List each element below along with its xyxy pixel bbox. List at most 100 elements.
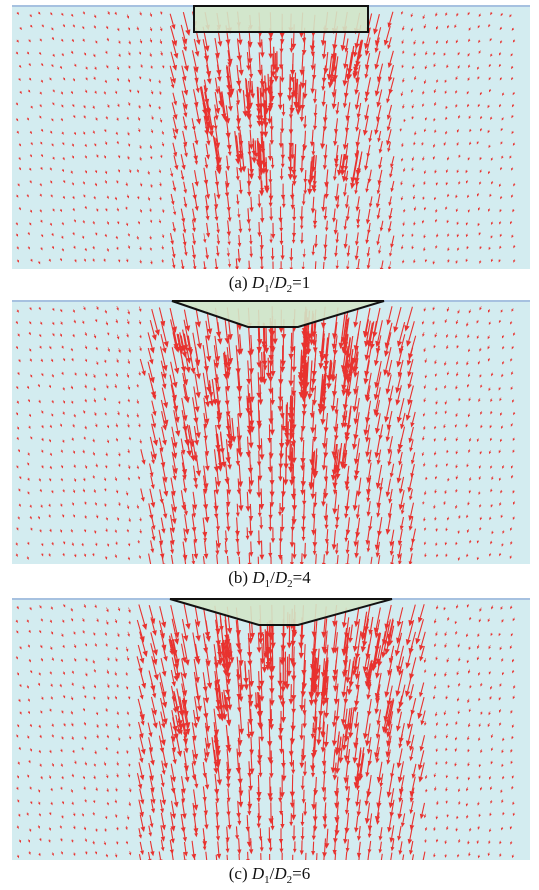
flow-vector: [366, 156, 368, 166]
flow-vector: [313, 479, 314, 494]
flow-vector-head: [104, 478, 106, 481]
flow-vector-head: [173, 135, 177, 139]
flow-vector: [480, 348, 481, 349]
flow-vector-head: [217, 41, 222, 47]
flow-vector: [511, 606, 512, 607]
flow-vector-head: [62, 515, 64, 518]
flow-vector: [370, 130, 372, 138]
flow-vector-head: [141, 683, 146, 689]
flow-vector-head: [30, 25, 32, 28]
flow-vector-head: [423, 236, 425, 239]
flow-vector: [392, 464, 394, 474]
flow-vector-head: [466, 234, 468, 237]
flow-vector-head: [403, 223, 405, 226]
flow-vector: [315, 89, 316, 99]
flow-vector-head: [85, 249, 87, 252]
flow-vector-head: [446, 451, 448, 454]
flow-vector: [370, 516, 372, 526]
flow-vector: [359, 478, 361, 492]
flow-vector: [315, 116, 316, 126]
flow-vector-head: [435, 477, 437, 480]
flow-vector-head: [408, 384, 412, 390]
flow-vector-head: [259, 454, 264, 460]
flow-vector-head: [125, 207, 127, 210]
flow-vector: [377, 437, 380, 453]
flow-vector-head: [128, 350, 130, 353]
flow-vector-head: [162, 425, 167, 431]
flow-vector-head: [434, 103, 436, 106]
vector-field-plot-a: [12, 5, 530, 269]
flow-vector-head: [422, 334, 425, 337]
flow-vector-head: [415, 638, 420, 645]
flow-vector: [174, 155, 176, 165]
flow-vector-head: [435, 388, 437, 391]
flow-vector-head: [19, 91, 21, 94]
flow-vector: [445, 142, 446, 143]
flow-vector-head: [310, 388, 315, 394]
flow-vector-head: [184, 252, 188, 256]
flow-vector-head: [149, 54, 151, 57]
flow-vector-head: [444, 674, 447, 677]
flow-vector-head: [116, 247, 118, 250]
flow-vector: [193, 143, 195, 156]
flow-vector-head: [366, 694, 371, 700]
flow-vector-head: [402, 106, 404, 109]
flow-vector-head: [302, 537, 306, 541]
flow-vector-head: [153, 723, 158, 729]
flow-vector: [172, 247, 173, 254]
flow-vector-head: [301, 426, 306, 432]
flow-vector: [183, 478, 185, 488]
flow-vector-head: [334, 409, 338, 414]
flow-vector-head: [128, 466, 130, 469]
flow-vector-head: [271, 234, 275, 239]
flow-vector-head: [510, 528, 512, 531]
flow-vector-head: [95, 644, 97, 647]
flow-vector-head: [325, 227, 329, 231]
flow-vector-head: [227, 253, 230, 257]
flow-vector-head: [227, 465, 232, 470]
flow-vector-head: [95, 503, 97, 506]
flow-vector: [380, 170, 382, 181]
flow-vector: [401, 490, 404, 504]
flow-vector-head: [107, 544, 109, 547]
flow-vector: [379, 90, 382, 103]
flow-vector: [94, 374, 95, 376]
flow-vector: [402, 92, 403, 94]
flow-vector: [389, 105, 392, 115]
flow-vector: [161, 27, 162, 29]
flow-vector: [366, 105, 368, 116]
flow-vector: [478, 320, 479, 321]
flow-vector-head: [477, 541, 479, 544]
flow-vector-head: [479, 528, 481, 531]
flow-vector-head: [236, 201, 240, 205]
flow-vector-head: [162, 210, 164, 213]
flow-vector-head: [375, 412, 380, 418]
flow-vector-head: [74, 555, 76, 558]
flow-vector: [402, 413, 405, 425]
flow-vector: [106, 620, 107, 622]
flow-vector: [225, 541, 226, 550]
flow-vector-head: [159, 170, 161, 173]
flow-vector: [115, 672, 116, 674]
flow-vector-head: [183, 229, 187, 233]
flow-vector-head: [73, 415, 75, 418]
flow-vector: [52, 37, 53, 38]
flow-vector-head: [409, 561, 413, 564]
flow-vector: [480, 619, 481, 620]
flow-vector: [171, 194, 173, 201]
flow-vector: [260, 384, 261, 399]
flow-vector-head: [434, 197, 436, 200]
caption-b: (b) D1/D2=4: [0, 568, 539, 594]
flow-vector-head: [458, 645, 460, 648]
flow-vector-head: [408, 695, 412, 700]
flow-vector: [217, 246, 218, 253]
flow-vector: [171, 515, 173, 528]
flow-vector: [108, 696, 109, 698]
flow-vector-head: [204, 517, 209, 523]
caption-a-d2: D: [274, 273, 286, 292]
flow-vector: [343, 411, 344, 423]
flow-vector-head: [161, 528, 165, 533]
flow-vector-head: [303, 124, 307, 128]
flow-vector: [380, 157, 382, 165]
flow-vector-head: [433, 506, 435, 509]
